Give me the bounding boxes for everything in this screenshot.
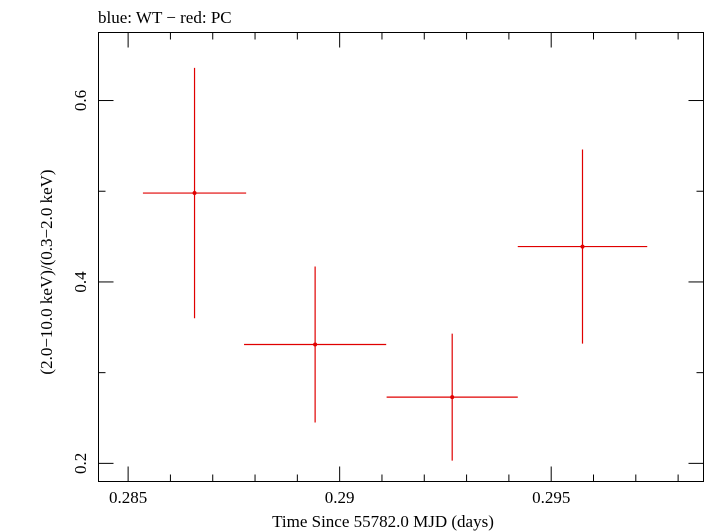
y-axis-label: (2.0−10.0 keV)/(0.3−2.0 keV) (37, 169, 56, 374)
x-tick-label: 0.29 (325, 488, 355, 507)
data-point (517, 149, 648, 344)
data-series (142, 67, 648, 461)
plot-frame (98, 32, 704, 482)
y-tick-label: 0.2 (71, 453, 90, 474)
x-tick-label: 0.295 (532, 488, 570, 507)
chart-title: blue: WT − red: PC (98, 8, 232, 27)
y-tick-label: 0.4 (71, 271, 90, 293)
data-point (244, 266, 387, 423)
y-axis-tick-labels: 0.2 0.4 0.6 (71, 90, 90, 474)
data-marker (313, 342, 318, 347)
data-marker (580, 244, 585, 249)
x-axis-tick-labels: 0.285 0.29 0.295 (109, 488, 570, 507)
x-tick-label: 0.285 (109, 488, 147, 507)
y-axis-ticks (98, 100, 704, 464)
data-point (142, 67, 247, 319)
x-axis-label: Time Since 55782.0 MJD (days) (272, 512, 494, 531)
y-tick-label: 0.6 (71, 90, 90, 111)
data-marker (192, 191, 197, 196)
data-point (386, 333, 518, 461)
x-axis-ticks (127, 32, 679, 482)
data-marker (450, 395, 455, 400)
